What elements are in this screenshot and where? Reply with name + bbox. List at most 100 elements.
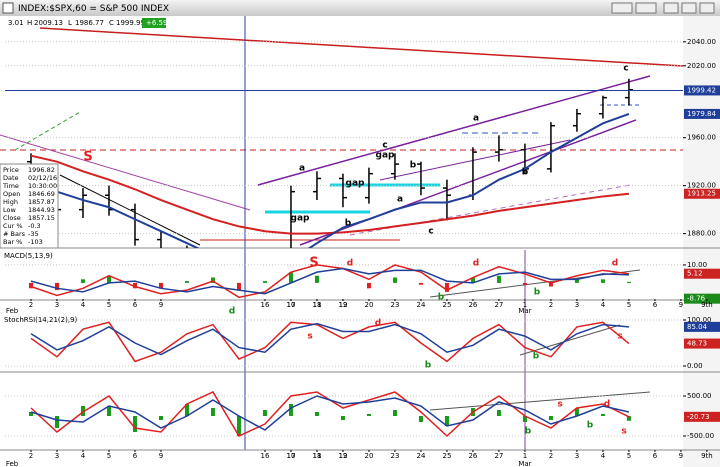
x-tick-label: 5 (107, 452, 111, 460)
info-item: 2009.13 (34, 19, 63, 27)
histogram-bar (132, 282, 137, 289)
histogram-bar (444, 416, 449, 426)
data-window-value: -0.3 (28, 222, 41, 230)
wave-label: d (612, 259, 618, 269)
data-window-value: 1857.87 (28, 198, 55, 206)
last-value-label: -8.76 (687, 295, 706, 303)
wave-label: b (410, 161, 417, 171)
x-tick-label: 3 (575, 452, 579, 460)
data-window-label: Open (3, 190, 20, 198)
month-label: Feb (6, 307, 19, 315)
wave-label: b (525, 427, 532, 437)
wave-label: d (347, 259, 353, 269)
last-value-label: 1979.84 (687, 110, 716, 118)
histogram-bar (106, 406, 111, 416)
histogram-bar (496, 410, 501, 416)
indicator-line (30, 395, 630, 431)
wave-label: d (375, 319, 381, 329)
indicator-line (30, 321, 630, 363)
x-tick-label: 23 (390, 301, 399, 309)
info-item: L (68, 19, 72, 27)
toolbar-button[interactable] (635, 2, 657, 14)
data-window-label: Price (3, 166, 19, 174)
x-tick-label: 18 (313, 452, 322, 460)
wave-label: a (473, 114, 479, 124)
histogram-bar (132, 416, 137, 432)
y-tick-label: 1880.00 (687, 230, 716, 238)
trend-line (39, 27, 684, 67)
info-item: H (27, 19, 32, 27)
last-value-label: 48.73 (687, 340, 707, 348)
histogram-bar (600, 414, 605, 416)
histogram-bar (574, 279, 579, 283)
histogram-bar (236, 416, 241, 436)
x-tick-label: 4 (81, 301, 86, 309)
wave-label: b (425, 361, 432, 371)
maximize-button[interactable] (681, 2, 697, 14)
x-tick-label: 5 (107, 301, 111, 309)
month-label: Feb (6, 460, 19, 467)
histogram-bar (54, 282, 59, 291)
indicator-label: StochRSI(14,21(2),9) (4, 316, 77, 324)
channel-line (257, 75, 651, 186)
histogram-bar (418, 282, 423, 285)
histogram-bar (262, 410, 267, 416)
x-tick-label: 9th (701, 301, 713, 309)
x-tick-label: 1 (523, 301, 527, 309)
wave-label: c (623, 64, 628, 74)
minimize-button[interactable] (663, 2, 679, 14)
x-tick-label: 24 (416, 452, 425, 460)
x-tick-label: 3 (55, 301, 59, 309)
x-tick-label: 25 (442, 452, 451, 460)
histogram-bar (626, 416, 631, 421)
wave-label: d (473, 259, 479, 269)
histogram-bar (288, 404, 293, 416)
info-item: +6.59 (146, 19, 167, 27)
wave-label: s (557, 400, 562, 410)
histogram-bar (54, 416, 59, 428)
x-tick-label: 6 (653, 452, 658, 460)
histogram-bar (236, 282, 241, 291)
x-tick-label: 3 (575, 301, 579, 309)
x-tick-label: 17 (287, 452, 296, 460)
y-tick-label: 500.00 (687, 392, 712, 400)
close-button[interactable] (699, 2, 715, 14)
month-label: Mar (518, 460, 531, 467)
window-title: INDEX:$SPX,60 = S&P 500 INDEX (18, 4, 169, 14)
x-tick-label: 6 (133, 452, 138, 460)
histogram-bar (392, 410, 397, 416)
data-window-label: Time (2, 182, 19, 190)
histogram-bar (80, 406, 85, 416)
data-window-value: -35 (28, 230, 39, 238)
data-window-value: 1844.93 (28, 206, 55, 214)
histogram-bar (548, 282, 553, 287)
histogram-bar (314, 275, 319, 283)
x-tick-label: 11 (313, 301, 322, 309)
trend-line (0, 134, 251, 211)
indicator-line (30, 322, 629, 356)
x-tick-label: 17 (287, 301, 296, 309)
panel-plot (5, 41, 683, 248)
wave-label: a (299, 164, 305, 174)
y-tick-label: 100.00 (687, 316, 712, 324)
x-tick-label: 19 (338, 452, 347, 460)
histogram-bar (158, 416, 163, 420)
x-tick-label: 19 (338, 301, 347, 309)
x-tick-label: 24 (416, 301, 425, 309)
data-window-value: -103 (28, 238, 43, 246)
x-tick-label: 5 (627, 452, 631, 460)
histogram-bar (470, 277, 475, 283)
histogram-bar (366, 414, 371, 416)
moving-average (30, 112, 630, 248)
x-tick-label: 27 (494, 452, 503, 460)
y-tick-label: 0.00 (687, 362, 703, 370)
divergence-line (519, 324, 621, 356)
histogram-bar (626, 281, 631, 283)
month-label: Mar (518, 307, 531, 315)
x-tick-label: 27 (494, 301, 503, 309)
x-tick-label: 2 (29, 301, 33, 309)
toolbar-button[interactable] (611, 2, 633, 14)
y-tick-label: -500.00 (687, 432, 714, 440)
wave-label: b (522, 168, 529, 178)
panel-plot (5, 319, 683, 367)
